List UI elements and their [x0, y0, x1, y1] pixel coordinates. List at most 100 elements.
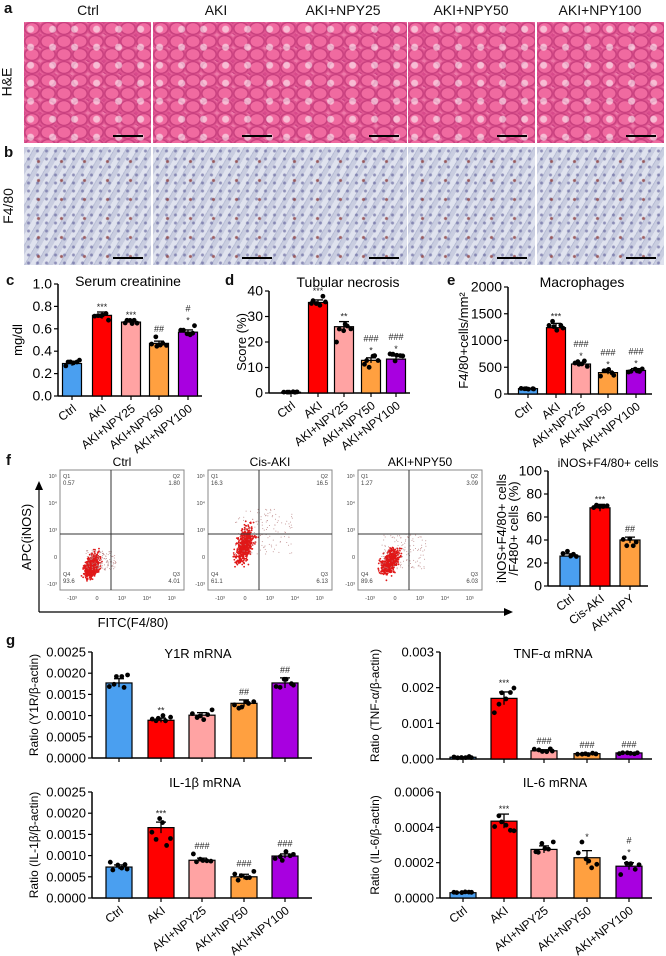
panel-label-f: f: [6, 452, 11, 469]
flow-event: [402, 556, 404, 558]
bar: [619, 539, 641, 587]
flow-y-tick-label: 10⁵: [49, 473, 57, 480]
flow-event: [248, 539, 250, 541]
data-point: [277, 854, 283, 860]
flow-event: [241, 563, 244, 566]
flow-event: [393, 553, 395, 556]
flow-event: [239, 556, 241, 559]
flow-event: [109, 568, 111, 570]
flow-event: [93, 559, 95, 562]
flow-event: [251, 534, 254, 537]
flow-event: [83, 573, 86, 576]
y-tick-label: 0.0006: [394, 785, 434, 800]
flow-event: [379, 560, 382, 563]
flow-event: [268, 543, 270, 545]
flow-event: [91, 553, 94, 555]
flow-event: [245, 530, 247, 532]
flow-event: [239, 549, 242, 552]
y-tick-label: 0.0020: [46, 666, 86, 681]
quadrant-name: Q1: [361, 474, 368, 480]
flow-event: [394, 559, 396, 561]
flow-event: [243, 523, 246, 526]
quadrant-name: Q4: [361, 572, 368, 578]
data-point: [348, 326, 354, 332]
flow-event: [86, 555, 88, 557]
flow-event: [384, 536, 386, 538]
flow-event: [242, 543, 244, 546]
flow-event: [421, 547, 423, 549]
flow-event: [244, 550, 247, 553]
data-point: [336, 326, 342, 332]
f480-image-aki-npy100: [537, 147, 664, 265]
flow-event: [405, 539, 407, 541]
flow-event: [396, 549, 399, 552]
flow-event: [241, 534, 244, 537]
flow-event: [404, 542, 406, 544]
flow-event: [270, 544, 272, 546]
flow-event: [99, 555, 102, 558]
flow-event: [115, 562, 117, 564]
flow-event: [238, 543, 240, 546]
flow-event: [389, 562, 391, 564]
y-tick-label: 0.0010: [46, 848, 86, 863]
flow-event: [394, 541, 396, 543]
flow-event: [90, 576, 93, 578]
flow-event: [394, 562, 396, 564]
flow-y-tick-label: 10⁴: [197, 500, 206, 507]
flow-event: [114, 563, 116, 565]
flow-event: [253, 531, 255, 533]
flow-event: [235, 554, 238, 556]
flow-event: [242, 552, 244, 554]
y-tick-label: 0.0025: [46, 785, 86, 800]
data-point: [575, 751, 580, 757]
flow-event: [100, 561, 102, 563]
y-tick-label: 0.0004: [394, 820, 434, 835]
f480-image-aki-npy25: [280, 147, 407, 265]
flow-event: [388, 557, 390, 559]
flow-event: [82, 568, 85, 570]
flow-event: [104, 564, 106, 566]
flow-event: [237, 560, 239, 563]
quadrant-percentage: 6.03: [466, 579, 478, 585]
flow-event: [106, 566, 108, 568]
flow-y-tick-label: 0: [202, 555, 205, 561]
flow-event: [409, 560, 411, 562]
flow-event: [269, 512, 271, 514]
flow-event: [238, 542, 240, 544]
flow-event: [96, 568, 98, 570]
flow-event: [422, 554, 424, 556]
significance-marker: ###: [363, 334, 378, 344]
data-point: [160, 713, 166, 718]
quadrant-percentage: 1.27: [361, 481, 373, 487]
significance-marker: #: [626, 836, 631, 846]
flow-event: [384, 562, 386, 564]
bar: [177, 331, 199, 397]
data-point: [621, 855, 627, 861]
quadrant-percentage: 0.57: [63, 481, 75, 487]
data-point: [507, 827, 513, 833]
flow-event: [413, 540, 415, 542]
flow-event: [257, 512, 259, 514]
bar: [545, 327, 567, 395]
quadrant-name: Q3: [321, 572, 328, 578]
flow-event: [107, 561, 109, 563]
flow-event: [419, 566, 421, 568]
flow-plot-frame: [207, 469, 333, 591]
flow-event: [256, 520, 258, 522]
flow-event: [398, 552, 401, 555]
data-point: [164, 843, 170, 848]
flow-event: [265, 551, 267, 553]
flow-event: [248, 544, 250, 547]
flow-event: [421, 539, 423, 541]
bar: [271, 682, 299, 759]
flow-x-tick-label: 10⁵: [466, 595, 474, 602]
data-point: [273, 684, 279, 689]
flow-event: [264, 548, 266, 550]
flow-event: [263, 529, 265, 531]
flow-event: [96, 553, 99, 556]
flow-event: [112, 565, 114, 567]
flow-event: [97, 567, 99, 569]
flow-event: [396, 568, 398, 570]
flow-event: [87, 569, 90, 572]
flow-event: [266, 526, 268, 528]
